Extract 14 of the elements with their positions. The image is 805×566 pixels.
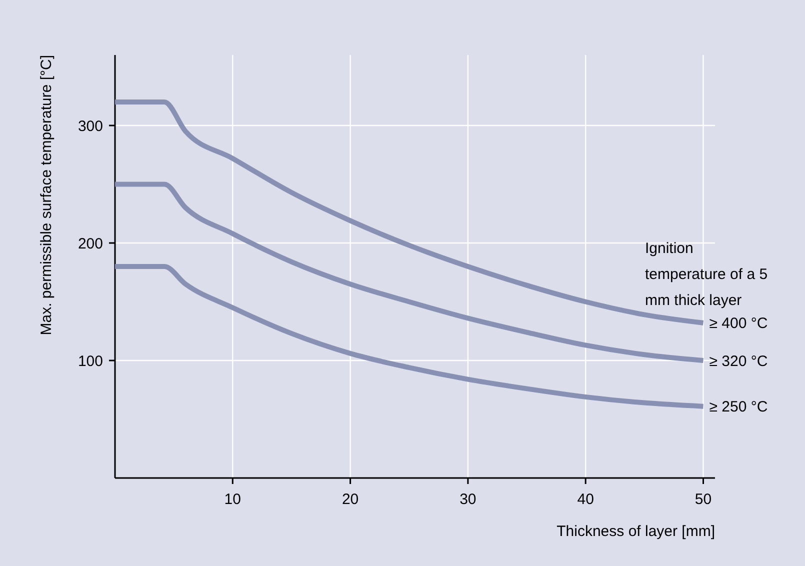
series-label: ≥ 250 °C	[709, 398, 768, 416]
x-tick-label: 30	[460, 491, 476, 508]
legend-title: Ignition temperature of a 5 mm thick layer	[645, 240, 768, 309]
series-label: ≥ 400 °C	[709, 315, 768, 332]
x-tick-label: 40	[577, 491, 594, 508]
x-tick-label: 10	[224, 491, 241, 508]
x-axis-title: Thickness of layer [mm]	[556, 523, 715, 540]
series-label: ≥ 320 °C	[709, 352, 768, 370]
x-tick-label: 20	[342, 491, 359, 508]
y-tick-label: 300	[78, 118, 103, 135]
y-tick-label: 200	[78, 235, 103, 252]
y-axis-title: Max. permissible surface temperature [°C]	[38, 55, 55, 336]
x-tick-label: 50	[694, 491, 712, 508]
y-tick-label: 100	[78, 352, 103, 370]
